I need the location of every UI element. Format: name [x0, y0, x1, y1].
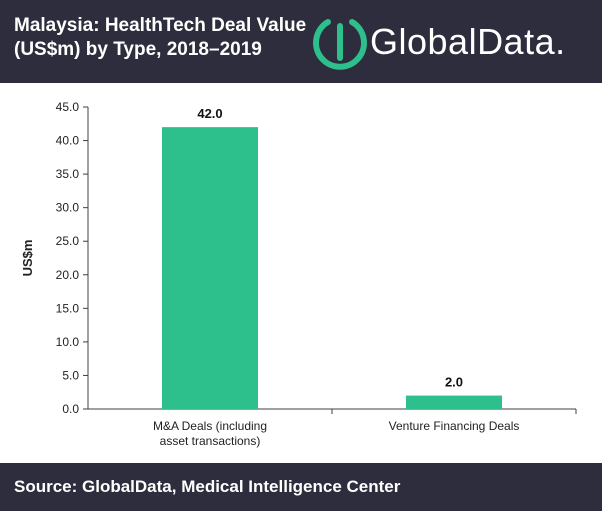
y-tick-label: 5.0 — [62, 368, 79, 382]
bar — [162, 127, 258, 409]
source-note: Source: GlobalData, Medical Intelligence… — [14, 477, 401, 496]
data-label: 42.0 — [197, 106, 222, 121]
globaldata-logo: GlobalData. — [312, 14, 596, 70]
data-label: 2.0 — [445, 375, 463, 390]
y-tick-label: 10.0 — [56, 335, 80, 349]
y-tick-label: 45.0 — [56, 100, 80, 114]
y-tick-label: 35.0 — [56, 167, 80, 181]
x-tick-label: asset transactions) — [160, 434, 261, 448]
bar-chart: 0.0 5.0 10.0 15.0 20.0 25.0 30.0 35.0 40.0 45.0 US… — [20, 100, 577, 448]
chart-header: Malaysia: HealthTech Deal Value (US$m) b… — [0, 0, 602, 83]
x-tick-label: M&A Deals (including — [153, 419, 267, 433]
bar — [406, 395, 502, 409]
chart-area: 0.0 5.0 10.0 15.0 20.0 25.0 30.0 35.0 40.0 45.0 US… — [0, 83, 602, 463]
globaldata-logo-icon — [313, 19, 367, 70]
y-tick-label: 0.0 — [62, 402, 79, 416]
y-tick-label: 25.0 — [56, 234, 80, 248]
chart-title: Malaysia: HealthTech Deal Value (US$m) b… — [14, 14, 314, 62]
y-tick-label: 30.0 — [56, 201, 80, 215]
chart-title-line-2: (US$m) by Type, 2018–2019 — [14, 39, 262, 60]
y-axis-title: US$m — [20, 240, 35, 277]
y-tick-label: 40.0 — [56, 134, 80, 148]
logo-wordmark: GlobalData. — [370, 21, 566, 62]
chart-title-line-1: Malaysia: HealthTech Deal Value — [14, 15, 307, 36]
x-tick-label: Venture Financing Deals — [389, 419, 520, 433]
y-tick-label: 15.0 — [56, 301, 80, 315]
y-tick-label: 20.0 — [56, 268, 80, 282]
chart-footer: Source: GlobalData, Medical Intelligence… — [0, 463, 602, 511]
